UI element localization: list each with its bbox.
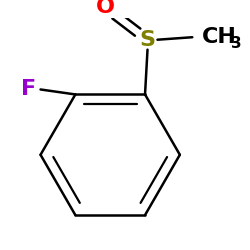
Text: 3: 3 [231,36,241,51]
Text: O: O [96,0,115,18]
Text: F: F [20,80,36,100]
Text: CH: CH [202,27,237,47]
Text: S: S [140,30,156,50]
